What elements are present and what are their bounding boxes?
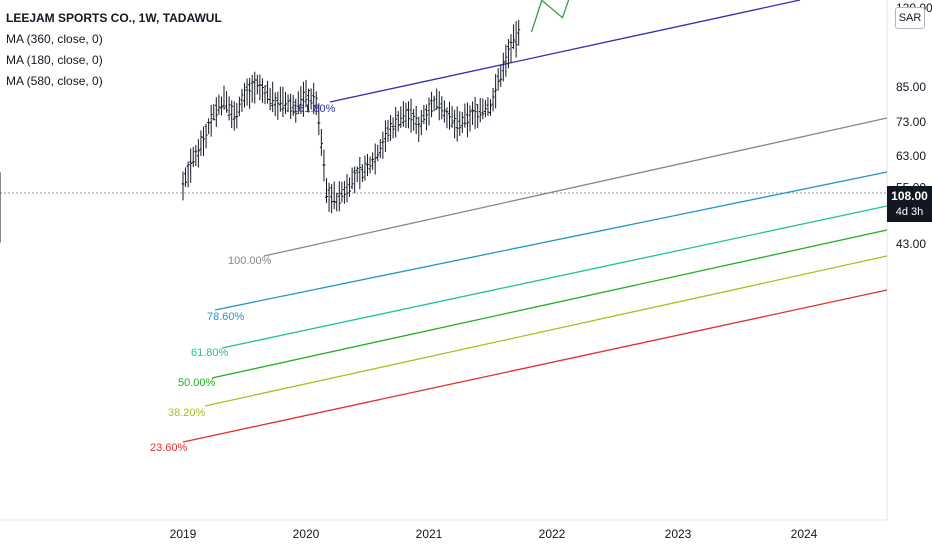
fib-level-label: 100.00% [228, 255, 272, 267]
fib-level-line[interactable] [263, 117, 888, 257]
x-tick-label: 2024 [791, 527, 818, 541]
y-tick-label: 63.00 [896, 149, 926, 163]
fib-level-line[interactable] [182, 289, 888, 443]
x-tick-label: 2019 [170, 527, 197, 541]
fib-level-label: 23.60% [150, 442, 188, 454]
price-bars [0, 19, 521, 243]
fib-level-label: 50.00% [178, 377, 216, 389]
indicator-ma-360[interactable]: MA (360, close, 0) [6, 32, 103, 46]
fib-level-label: 38.20% [168, 407, 206, 419]
last-price-tag: 108.00 4d 3h [887, 186, 932, 222]
fib-level-line[interactable] [214, 171, 888, 311]
indicator-ma-580[interactable]: MA (580, close, 0) [6, 74, 103, 88]
symbol-title[interactable]: LEEJAM SPORTS CO., 1W, TADAWUL [6, 11, 222, 25]
y-tick-label: 43.00 [896, 237, 926, 251]
fib-level-line[interactable] [221, 205, 888, 349]
bar-countdown: 4d 3h [895, 206, 924, 218]
fib-level-line[interactable] [211, 229, 888, 379]
projection-path [530, 0, 570, 33]
indicator-ma-180[interactable]: MA (180, close, 0) [6, 53, 103, 67]
currency-button[interactable]: SAR [895, 7, 925, 29]
fib-level-label: 61.80% [191, 347, 229, 359]
fib-level-line[interactable] [329, 0, 801, 103]
y-tick-label: 85.00 [896, 80, 926, 94]
x-tick-label: 2023 [665, 527, 692, 541]
x-tick-label: 2021 [416, 527, 443, 541]
fib-level-label: 78.60% [207, 311, 245, 323]
last-price-value: 108.00 [891, 189, 928, 203]
y-tick-label: 73.00 [896, 115, 926, 129]
x-tick-label: 2020 [293, 527, 320, 541]
x-tick-label: 2022 [539, 527, 566, 541]
fib-level-line[interactable] [204, 255, 888, 407]
fib-level-label: 161.80% [292, 103, 336, 115]
chart-legend: LEEJAM SPORTS CO., 1W, TADAWUL MA (360, … [6, 8, 222, 92]
